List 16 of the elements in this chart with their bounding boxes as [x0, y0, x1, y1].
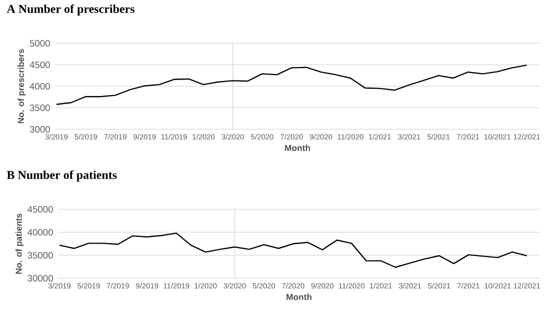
line-series [56, 64, 528, 105]
y-tick-label: 4000 [30, 82, 50, 90]
y-tick-label: 40000 [28, 228, 53, 236]
x-axis-title: Month [286, 293, 312, 300]
y-tick-label: 3500 [30, 104, 50, 111]
y-tick-label: 30000 [28, 274, 53, 282]
y-tick-label: 45000 [28, 206, 53, 212]
x-axis-title: Month [285, 144, 310, 151]
y-tick-label: 4500 [30, 61, 50, 68]
y-tick-label: 5000 [30, 40, 50, 46]
y-tick-label: 3000 [30, 126, 50, 132]
chart-title: A Number of prescribers [6, 4, 134, 16]
y-axis-title: No. of patients [15, 214, 24, 274]
chart-title: B Number of patients [6, 170, 117, 182]
y-tick-label: 35000 [28, 252, 53, 258]
y-axis-title: No. of prescribers [18, 49, 26, 124]
